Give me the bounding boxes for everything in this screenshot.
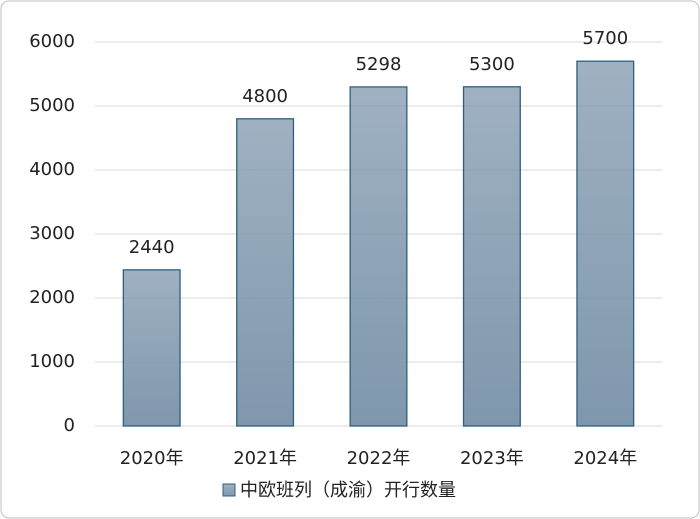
bar [349,86,408,427]
data-label: 5300 [469,54,515,75]
x-tick-label: 2020年 [120,448,184,469]
legend-label: 中欧班列（成渝）开行数量 [240,480,456,501]
y-tick-label: 1000 [29,351,75,372]
y-tick-label: 0 [64,415,75,436]
y-tick-label: 4000 [29,159,75,180]
x-tick-label: 2022年 [347,448,411,469]
bar [236,118,295,427]
data-label: 4800 [242,86,288,107]
data-label: 5298 [356,54,402,75]
data-label: 2440 [129,237,175,258]
y-tick-label: 2000 [29,287,75,308]
bar [576,60,635,427]
y-tick-label: 6000 [29,31,75,52]
y-tick-label: 5000 [29,95,75,116]
y-tick-label: 3000 [29,223,75,244]
legend-swatch [222,483,236,497]
bar [122,269,181,427]
x-tick-label: 2021年 [233,448,297,469]
x-tick-label: 2023年 [460,448,524,469]
data-label: 5700 [582,28,628,49]
bar [462,86,521,427]
x-tick-label: 2024年 [573,448,637,469]
